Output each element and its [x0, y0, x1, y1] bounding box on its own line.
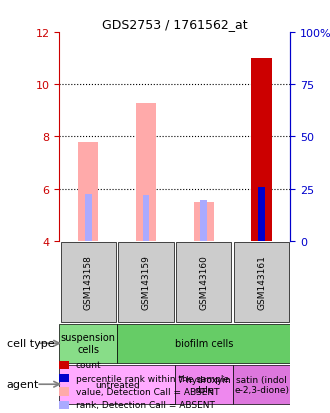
- Text: GSM143161: GSM143161: [257, 255, 266, 309]
- Text: GSM143158: GSM143158: [84, 255, 93, 309]
- Text: biofilm cells: biofilm cells: [175, 338, 233, 349]
- Bar: [136, 103, 156, 241]
- Text: cell type: cell type: [7, 338, 54, 349]
- Title: GDS2753 / 1761562_at: GDS2753 / 1761562_at: [102, 17, 248, 31]
- Text: rank, Detection Call = ABSENT: rank, Detection Call = ABSENT: [76, 400, 215, 409]
- FancyBboxPatch shape: [118, 242, 174, 322]
- Bar: [78, 142, 98, 241]
- FancyBboxPatch shape: [60, 242, 116, 322]
- FancyBboxPatch shape: [233, 365, 290, 404]
- Text: 7-hydroxyin
dole: 7-hydroxyin dole: [177, 375, 231, 394]
- FancyBboxPatch shape: [176, 242, 231, 322]
- Bar: [251, 59, 272, 241]
- Bar: [194, 202, 214, 241]
- Text: GSM143160: GSM143160: [199, 255, 208, 309]
- Text: agent: agent: [7, 379, 39, 389]
- FancyBboxPatch shape: [175, 365, 233, 404]
- Text: GSM143159: GSM143159: [142, 255, 150, 309]
- Text: value, Detection Call = ABSENT: value, Detection Call = ABSENT: [76, 387, 219, 396]
- FancyBboxPatch shape: [117, 324, 290, 363]
- Text: percentile rank within the sample: percentile rank within the sample: [76, 374, 229, 383]
- Text: count: count: [76, 361, 102, 370]
- FancyBboxPatch shape: [59, 365, 175, 404]
- Bar: [143, 196, 149, 241]
- Text: untreated: untreated: [95, 380, 140, 389]
- FancyBboxPatch shape: [59, 324, 117, 363]
- Bar: [85, 195, 92, 241]
- FancyBboxPatch shape: [234, 242, 289, 322]
- Bar: [200, 201, 207, 241]
- Bar: [258, 188, 265, 241]
- Text: satin (indol
e-2,3-dione): satin (indol e-2,3-dione): [234, 375, 289, 394]
- Text: suspension
cells: suspension cells: [61, 332, 116, 354]
